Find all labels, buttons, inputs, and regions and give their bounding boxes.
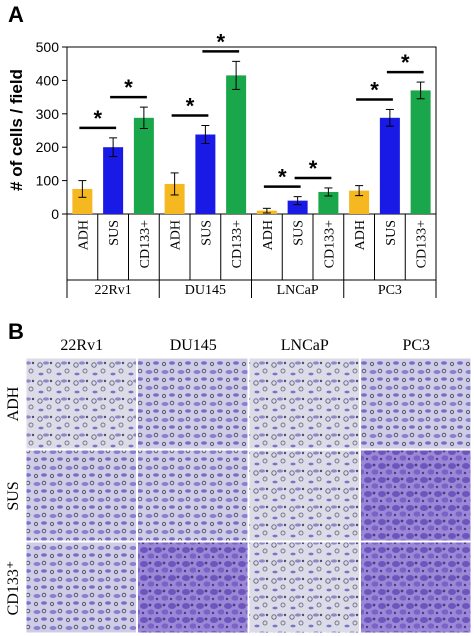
x-tick-label: SUS	[292, 220, 307, 246]
significance-star: *	[278, 165, 287, 190]
micrograph-row-label: SUS	[5, 481, 22, 510]
micrograph-LNCaP-SUS	[248, 449, 360, 542]
micrograph-PC3-CD133⁺	[360, 541, 472, 634]
micrograph-row-label: ADH	[5, 386, 22, 421]
x-tick-label: ADH	[261, 220, 276, 250]
x-tick-label: ADH	[169, 220, 184, 250]
micrograph-grid: 22Rv1 DU145 LNCaP PC3 ADH SUS CD133⁺	[5, 337, 472, 634]
bar-DU145-CD133+	[226, 75, 247, 214]
x-tick-label: SUS	[199, 220, 214, 246]
y-tick-label: 500	[36, 39, 60, 55]
bar-22Rv1-CD133+	[133, 117, 154, 214]
x-tick-label: CD133+	[322, 220, 337, 268]
y-tick-label: 200	[36, 139, 60, 155]
group-label: DU145	[185, 283, 226, 298]
micrograph-row-label: CD133⁺	[5, 561, 22, 616]
x-tick-label: CD133+	[138, 220, 153, 268]
micrograph-DU145-SUS	[137, 449, 249, 542]
panel-b-label: B	[8, 319, 24, 344]
bar-22Rv1-SUS	[103, 147, 124, 214]
micrograph-column-label: 22Rv1	[60, 337, 103, 354]
y-tick-label: 400	[36, 72, 60, 88]
group-label: LNCaP	[277, 283, 319, 298]
micrograph-DU145-ADH	[137, 357, 249, 450]
x-tick-label: ADH	[76, 220, 91, 250]
y-axis-label: # of cells / field	[7, 69, 26, 191]
y-tick-label: 300	[36, 106, 60, 122]
significance-star: *	[309, 156, 318, 181]
y-tick-label: 100	[36, 173, 60, 189]
micrograph-22Rv1-CD133⁺	[25, 541, 137, 634]
micrograph-22Rv1-ADH	[25, 357, 137, 450]
bar-PC3-SUS	[379, 117, 400, 214]
micrograph-LNCaP-ADH	[248, 357, 360, 450]
significance-star: *	[124, 75, 133, 100]
x-tick-label: ADH	[353, 220, 368, 250]
bar-PC3-ADH	[349, 190, 370, 214]
bar-PC3-CD133+	[410, 90, 431, 214]
y-tick-label: 0	[51, 206, 59, 222]
significance-star: *	[93, 106, 102, 131]
x-tick-label: SUS	[107, 220, 122, 246]
significance-star: *	[216, 29, 225, 54]
significance-star: *	[186, 93, 195, 118]
micrograph-LNCaP-CD133⁺	[248, 541, 360, 634]
significance-star: *	[370, 77, 379, 102]
bar-DU145-SUS	[195, 134, 216, 214]
group-label: PC3	[378, 283, 402, 298]
x-tick-label: CD133+	[230, 220, 245, 268]
bar-DU145-ADH	[164, 183, 185, 214]
micrograph-DU145-CD133⁺	[137, 541, 249, 634]
micrograph-PC3-ADH	[360, 357, 472, 450]
micrograph-column-label: PC3	[402, 337, 430, 354]
bar-22Rv1-ADH	[72, 188, 93, 214]
micrograph-PC3-SUS	[360, 449, 472, 542]
bar-LNCaP-CD133+	[318, 191, 339, 214]
x-tick-label: SUS	[384, 220, 399, 246]
x-tick-label: CD133+	[415, 220, 430, 268]
micrograph-22Rv1-SUS	[25, 449, 137, 542]
micrograph-column-label: DU145	[170, 337, 217, 354]
significance-star: *	[401, 50, 410, 75]
panel-a-label: A	[8, 2, 24, 27]
group-label: 22Rv1	[94, 283, 131, 298]
bar-chart: # of cells / field 0 100 200 300 400 500 * * * *…	[7, 29, 437, 298]
bar-LNCaP-SUS	[287, 200, 308, 214]
micrograph-column-label: LNCaP	[281, 337, 329, 354]
